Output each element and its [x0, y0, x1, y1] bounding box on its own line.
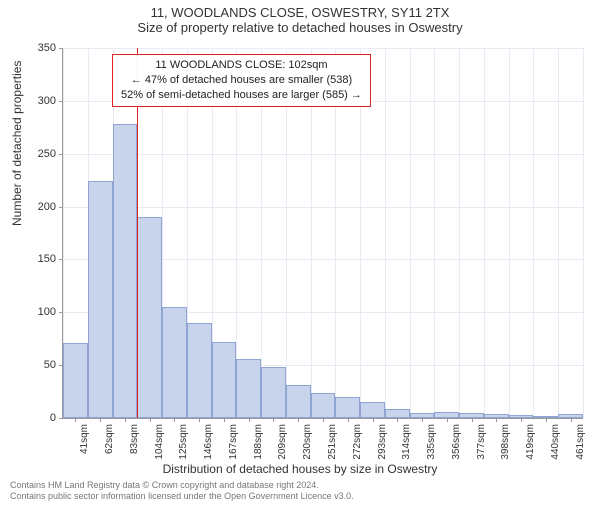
xtick-label: 419sqm: [525, 424, 536, 460]
histogram-bar: [236, 359, 261, 418]
xtick-mark: [546, 418, 547, 422]
xtick-label: 41sqm: [79, 424, 90, 454]
info-line-3: 52% of semi-detached houses are larger (…: [121, 88, 362, 103]
xtick-label: 272sqm: [352, 424, 363, 460]
xtick-mark: [521, 418, 522, 422]
ytick-mark: [59, 418, 63, 419]
xtick-label: 314sqm: [401, 424, 412, 460]
ytick-label: 0: [22, 412, 56, 424]
ytick-label: 150: [22, 253, 56, 265]
histogram-bar: [212, 342, 237, 418]
gridline-v: [410, 48, 411, 418]
xtick-label: 167sqm: [228, 424, 239, 460]
chart-title: 11, WOODLANDS CLOSE, OSWESTRY, SY11 2TX: [0, 6, 600, 20]
xtick-mark: [472, 418, 473, 422]
xtick-mark: [224, 418, 225, 422]
xtick-label: 293sqm: [377, 424, 388, 460]
chart-subtitle: Size of property relative to detached ho…: [0, 20, 600, 35]
histogram-bar: [63, 343, 88, 418]
ytick-label: 50: [22, 359, 56, 371]
ytick-label: 350: [22, 42, 56, 54]
histogram-bar: [113, 124, 138, 418]
gridline-v: [459, 48, 460, 418]
xtick-label: 398sqm: [500, 424, 511, 460]
xtick-mark: [571, 418, 572, 422]
histogram-bar: [137, 217, 162, 418]
histogram-bar: [261, 367, 286, 418]
histogram-bar: [162, 307, 187, 418]
xtick-mark: [323, 418, 324, 422]
xtick-label: 440sqm: [550, 424, 561, 460]
xtick-mark: [125, 418, 126, 422]
ytick-label: 200: [22, 201, 56, 213]
chart-plot-area: 41sqm62sqm83sqm104sqm125sqm146sqm167sqm1…: [62, 48, 582, 418]
xtick-label: 62sqm: [104, 424, 115, 454]
xtick-mark: [174, 418, 175, 422]
highlight-info-box: 11 WOODLANDS CLOSE: 102sqm ← 47% of deta…: [112, 54, 371, 107]
xtick-label: 83sqm: [129, 424, 140, 454]
xtick-label: 209sqm: [277, 424, 288, 460]
xtick-mark: [496, 418, 497, 422]
histogram-bar: [286, 385, 311, 418]
footer-attribution: Contains HM Land Registry data © Crown c…: [10, 480, 354, 502]
ytick-label: 250: [22, 148, 56, 160]
xtick-label: 230sqm: [302, 424, 313, 460]
gridline-v: [583, 48, 584, 418]
gridline-h: [63, 154, 583, 155]
xtick-mark: [100, 418, 101, 422]
info-line-2: ← 47% of detached houses are smaller (53…: [121, 73, 362, 88]
histogram-bar: [360, 402, 385, 418]
xtick-mark: [150, 418, 151, 422]
xtick-label: 188sqm: [253, 424, 264, 460]
xtick-mark: [397, 418, 398, 422]
xtick-mark: [422, 418, 423, 422]
gridline-v: [533, 48, 534, 418]
xtick-label: 146sqm: [203, 424, 214, 460]
xtick-label: 356sqm: [451, 424, 462, 460]
histogram-bar: [335, 397, 360, 418]
footer-line-1: Contains HM Land Registry data © Crown c…: [10, 480, 354, 491]
xtick-label: 125sqm: [178, 424, 189, 460]
gridline-v: [385, 48, 386, 418]
histogram-bar: [385, 409, 410, 419]
xtick-mark: [298, 418, 299, 422]
gridline-h: [63, 207, 583, 208]
xtick-label: 377sqm: [476, 424, 487, 460]
gridline-h: [63, 48, 583, 49]
xtick-label: 335sqm: [426, 424, 437, 460]
xtick-mark: [447, 418, 448, 422]
xtick-mark: [75, 418, 76, 422]
xtick-label: 251sqm: [327, 424, 338, 460]
xtick-mark: [273, 418, 274, 422]
gridline-v: [434, 48, 435, 418]
histogram-bar: [311, 393, 336, 418]
xtick-mark: [249, 418, 250, 422]
histogram-bar: [88, 181, 113, 418]
ytick-label: 300: [22, 95, 56, 107]
histogram-bar: [187, 323, 212, 418]
x-axis-label: Distribution of detached houses by size …: [0, 462, 600, 476]
ytick-label: 100: [22, 306, 56, 318]
footer-line-2: Contains public sector information licen…: [10, 491, 354, 502]
info-line-1: 11 WOODLANDS CLOSE: 102sqm: [121, 58, 362, 73]
gridline-v: [484, 48, 485, 418]
gridline-v: [509, 48, 510, 418]
xtick-mark: [348, 418, 349, 422]
xtick-mark: [373, 418, 374, 422]
xtick-label: 104sqm: [154, 424, 165, 460]
xtick-mark: [199, 418, 200, 422]
xtick-label: 461sqm: [575, 424, 586, 460]
gridline-v: [558, 48, 559, 418]
